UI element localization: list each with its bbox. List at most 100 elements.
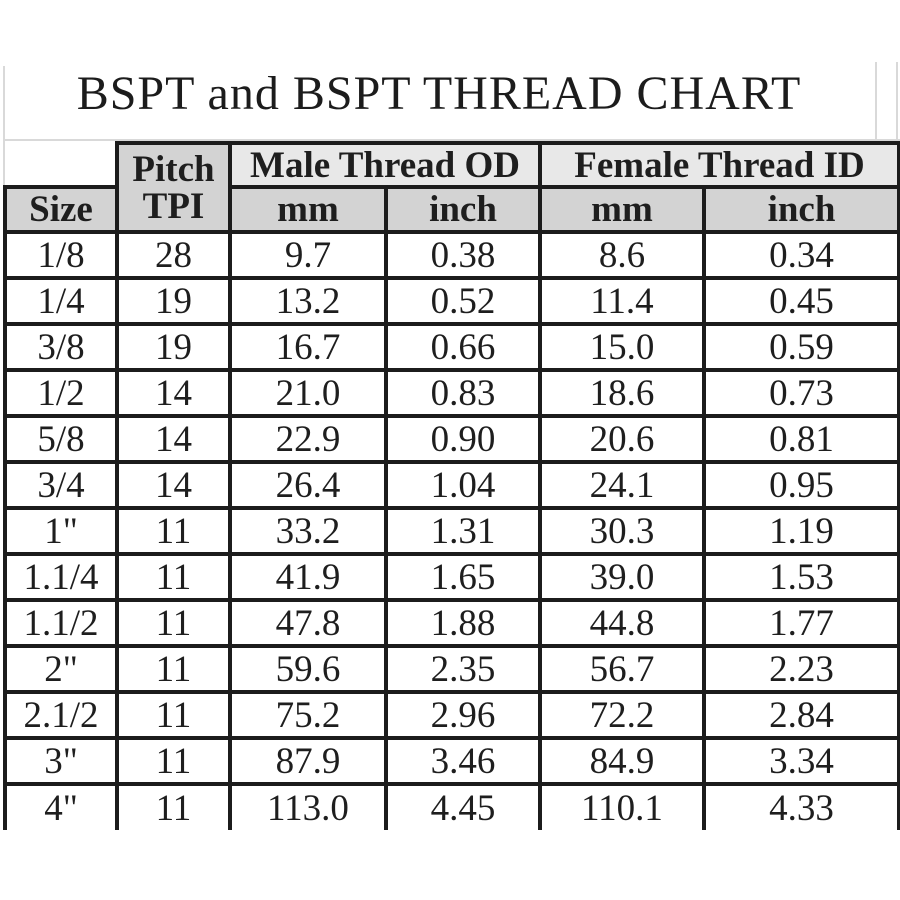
cell-female-mm: 15.0 xyxy=(538,322,706,372)
cell-female-mm: 44.8 xyxy=(538,598,706,648)
table-row: 1/2 14 21.0 0.83 18.6 0.73 xyxy=(3,368,900,418)
cell-female-mm: 56.7 xyxy=(538,644,706,694)
cell-female-inch: 2.23 xyxy=(701,644,900,694)
cell-male-mm: 87.9 xyxy=(228,736,388,786)
cell-female-mm: 84.9 xyxy=(538,736,706,786)
cell-female-inch: 1.77 xyxy=(701,598,900,648)
cell-female-mm: 39.0 xyxy=(538,552,706,602)
grid-line-horizontal xyxy=(3,139,900,141)
cell-size: 3/4 xyxy=(3,460,119,510)
cell-size: 3" xyxy=(3,736,119,786)
cell-male-inch: 3.46 xyxy=(384,736,542,786)
table-row: 3/4 14 26.4 1.04 24.1 0.95 xyxy=(3,460,900,510)
cell-female-inch: 0.95 xyxy=(701,460,900,510)
column-header-male-mm: mm xyxy=(228,185,388,234)
cell-male-inch: 1.31 xyxy=(384,506,542,556)
cell-size: 3/8 xyxy=(3,322,119,372)
cell-tpi: 19 xyxy=(115,322,232,372)
column-header-male-inch: inch xyxy=(384,185,542,234)
cell-tpi: 14 xyxy=(115,368,232,418)
table-row: 5/8 14 22.9 0.90 20.6 0.81 xyxy=(3,414,900,464)
cell-tpi: 11 xyxy=(115,598,232,648)
cell-male-inch: 2.96 xyxy=(384,690,542,740)
cell-male-inch: 0.52 xyxy=(384,276,542,326)
cell-tpi: 11 xyxy=(115,690,232,740)
column-header-size: Size xyxy=(3,185,119,234)
table-body: 1/8 28 9.7 0.38 8.6 0.34 1/4 19 13.2 0.52 11.4 0.45… xyxy=(3,230,900,830)
cell-female-mm: 72.2 xyxy=(538,690,706,740)
column-group-female-thread-id: Female Thread ID xyxy=(537,141,900,189)
cell-male-mm: 41.9 xyxy=(228,552,388,602)
pitch-label-line1: Pitch xyxy=(132,148,215,190)
column-header-pitch-tpi: Pitch TPI xyxy=(115,141,232,234)
header-row-units: Size mm inch mm inch xyxy=(3,185,900,234)
cell-tpi: 11 xyxy=(115,506,232,556)
cell-female-inch: 1.19 xyxy=(701,506,900,556)
table-row: 3/8 19 16.7 0.66 15.0 0.59 xyxy=(3,322,900,372)
cell-male-mm: 75.2 xyxy=(228,690,388,740)
table-row: 2.1/2 11 75.2 2.96 72.2 2.84 xyxy=(3,690,900,740)
cell-female-inch: 0.73 xyxy=(701,368,900,418)
table-row: 3" 11 87.9 3.46 84.9 3.34 xyxy=(3,736,900,786)
cell-male-inch: 1.88 xyxy=(384,598,542,648)
cell-tpi: 11 xyxy=(115,644,232,694)
cell-female-mm: 20.6 xyxy=(538,414,706,464)
cell-size: 1" xyxy=(3,506,119,556)
cell-male-mm: 22.9 xyxy=(228,414,388,464)
cell-female-mm: 30.3 xyxy=(538,506,706,556)
cell-male-inch: 2.35 xyxy=(384,644,542,694)
cell-tpi: 14 xyxy=(115,460,232,510)
cell-male-mm: 113.0 xyxy=(228,782,388,830)
cell-male-inch: 1.65 xyxy=(384,552,542,602)
cell-tpi: 14 xyxy=(115,414,232,464)
cell-female-mm: 18.6 xyxy=(538,368,706,418)
cell-male-inch: 0.66 xyxy=(384,322,542,372)
column-header-female-mm: mm xyxy=(538,185,706,234)
table-row: 2" 11 59.6 2.35 56.7 2.23 xyxy=(3,644,900,694)
cell-male-inch: 4.45 xyxy=(384,782,542,830)
cell-female-inch: 0.59 xyxy=(701,322,900,372)
grid-line-right-2 xyxy=(896,62,898,142)
cell-female-inch: 0.34 xyxy=(701,230,900,280)
column-group-male-thread-od: Male Thread OD xyxy=(228,141,542,189)
cell-male-inch: 0.38 xyxy=(384,230,542,280)
cell-tpi: 11 xyxy=(115,552,232,602)
thread-chart-table: Pitch TPI Male Thread OD Female Thread I… xyxy=(3,141,900,830)
cell-size: 1.1/2 xyxy=(3,598,119,648)
cell-male-mm: 16.7 xyxy=(228,322,388,372)
table-row: 1/8 28 9.7 0.38 8.6 0.34 xyxy=(3,230,900,280)
header-row-groups: Pitch TPI Male Thread OD Female Thread I… xyxy=(5,141,900,234)
cell-female-inch: 0.81 xyxy=(701,414,900,464)
cell-male-mm: 9.7 xyxy=(228,230,388,280)
cell-size: 2" xyxy=(3,644,119,694)
table-row: 1.1/2 11 47.8 1.88 44.8 1.77 xyxy=(3,598,900,648)
cell-tpi: 19 xyxy=(115,276,232,326)
cell-size: 1/2 xyxy=(3,368,119,418)
cell-male-inch: 0.83 xyxy=(384,368,542,418)
column-header-female-inch: inch xyxy=(701,185,900,234)
grid-line-right-1 xyxy=(875,62,877,142)
table-row: 1/4 19 13.2 0.52 11.4 0.45 xyxy=(3,276,900,326)
cell-female-mm: 24.1 xyxy=(538,460,706,510)
cell-male-mm: 13.2 xyxy=(228,276,388,326)
cell-female-inch: 2.84 xyxy=(701,690,900,740)
cell-female-inch: 4.33 xyxy=(701,782,900,830)
cell-female-mm: 11.4 xyxy=(538,276,706,326)
cell-size: 1.1/4 xyxy=(3,552,119,602)
cell-male-inch: 0.90 xyxy=(384,414,542,464)
table-row: 1" 11 33.2 1.31 30.3 1.19 xyxy=(3,506,900,556)
table-row: 1.1/4 11 41.9 1.65 39.0 1.53 xyxy=(3,552,900,602)
cell-male-mm: 26.4 xyxy=(228,460,388,510)
cell-female-mm: 8.6 xyxy=(538,230,706,280)
page-title: BSPT and BSPT THREAD CHART xyxy=(76,67,802,120)
cell-size: 5/8 xyxy=(3,414,119,464)
grid-line-left xyxy=(3,66,5,188)
pitch-label-line2: TPI xyxy=(142,185,205,227)
cell-male-mm: 59.6 xyxy=(228,644,388,694)
cell-tpi: 11 xyxy=(115,782,232,830)
cell-tpi: 11 xyxy=(115,736,232,786)
cell-female-inch: 3.34 xyxy=(701,736,900,786)
cell-male-mm: 47.8 xyxy=(228,598,388,648)
cell-male-inch: 1.04 xyxy=(384,460,542,510)
cell-size: 1/4 xyxy=(3,276,119,326)
